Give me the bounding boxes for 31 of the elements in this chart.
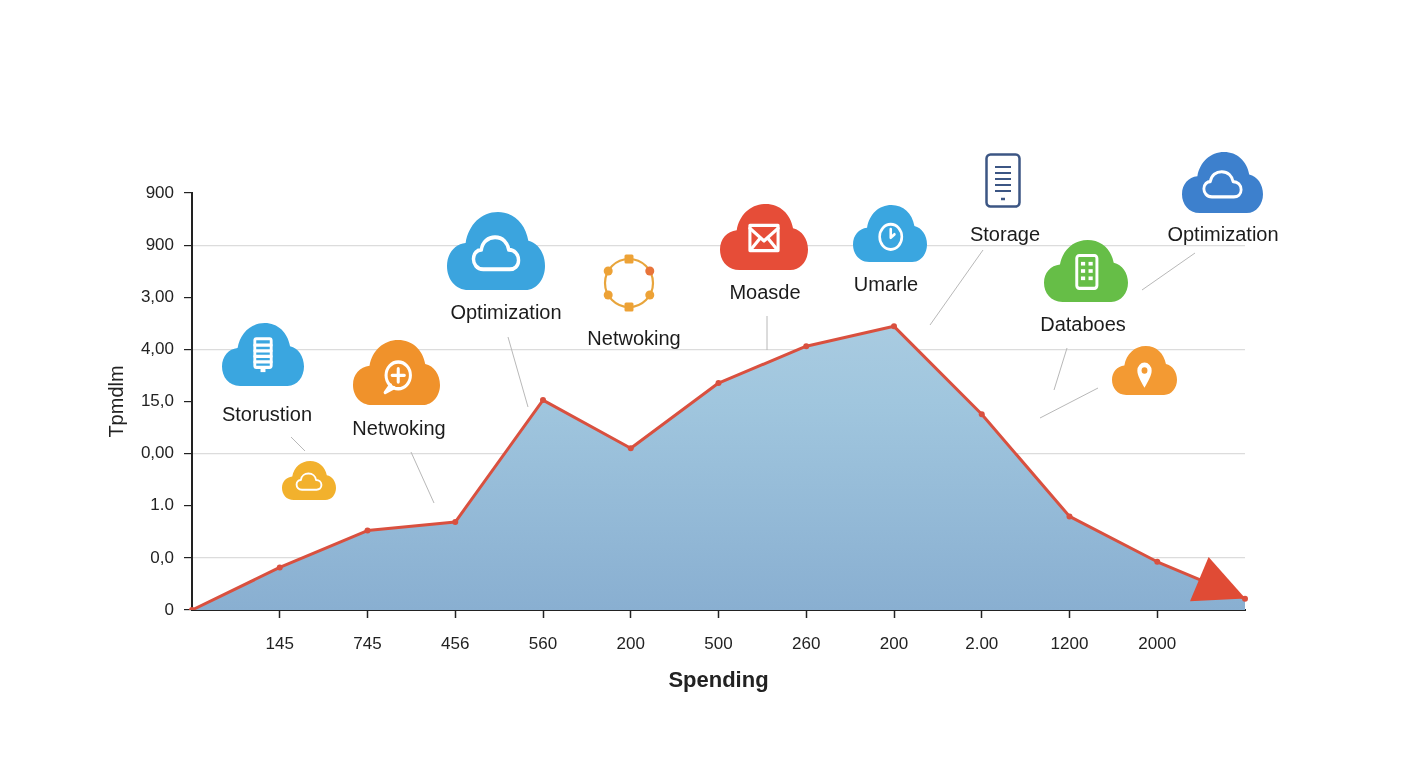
- annotation: Netwoking: [352, 416, 446, 439]
- y-axis-title: Tpmdlm: [104, 365, 127, 438]
- text: 3,00: [140, 286, 174, 306]
- x-tick-label: 745: [353, 633, 382, 653]
- text: 0,0: [150, 547, 174, 567]
- text: 0,00: [140, 443, 174, 463]
- text: 900: [145, 234, 174, 254]
- text: 15,0: [140, 391, 174, 411]
- x-tick-label: 560: [528, 633, 558, 653]
- text: 1.0: [150, 495, 174, 515]
- text: 900: [145, 182, 174, 202]
- annotation: Databoes: [1040, 312, 1126, 335]
- text: Umarle: [853, 272, 919, 295]
- annotation: Storustion: [221, 402, 313, 425]
- text: Moasde: [729, 280, 801, 303]
- text: Optimization: [1167, 222, 1279, 245]
- x-tick-label: 1200: [1050, 633, 1089, 653]
- x-tick-label: 145: [265, 633, 294, 653]
- text: Storage: [969, 222, 1041, 245]
- text: Optimization: [450, 300, 562, 323]
- annotation: Netwoking: [587, 326, 681, 349]
- text: 4,00: [140, 339, 174, 359]
- x-tick-label: 200: [879, 633, 909, 653]
- x-tick-label: 200: [616, 633, 645, 653]
- x-tick-label: 2000: [1138, 633, 1177, 653]
- text: 0: [164, 599, 174, 619]
- x-axis-title: Spending: [668, 666, 769, 692]
- x-tick-label: 500: [704, 633, 733, 653]
- x-tick-label: 260: [792, 633, 821, 653]
- x-tick-label: 2.00: [965, 633, 999, 653]
- x-tick-label: 456: [441, 633, 470, 653]
